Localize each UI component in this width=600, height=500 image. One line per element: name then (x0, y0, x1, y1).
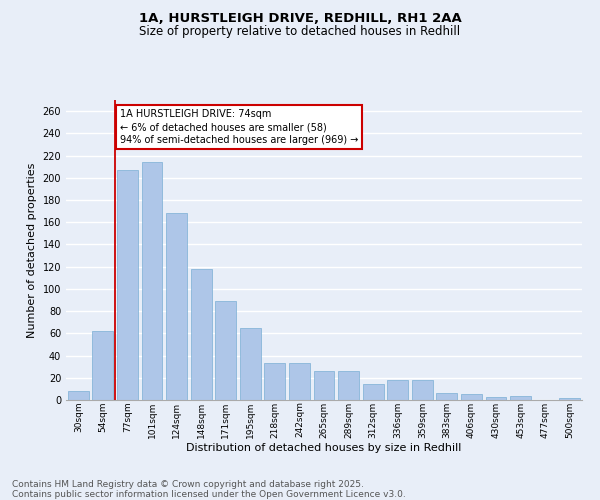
Bar (191, 269, 212, 400)
Y-axis label: Number of detached properties: Number of detached properties (27, 162, 37, 338)
Bar (92, 331, 113, 400)
Bar (142, 162, 163, 400)
Bar (436, 394, 457, 400)
Bar (265, 364, 286, 400)
Bar (362, 384, 383, 400)
X-axis label: Distribution of detached houses by size in Redhill: Distribution of detached houses by size … (187, 444, 461, 454)
Bar (215, 301, 236, 400)
Bar (240, 328, 261, 400)
Bar (166, 214, 187, 400)
Bar (559, 398, 580, 400)
Bar (68, 391, 89, 400)
Bar (412, 380, 433, 400)
Text: Contains HM Land Registry data © Crown copyright and database right 2025.
Contai: Contains HM Land Registry data © Crown c… (12, 480, 406, 499)
Bar (485, 396, 506, 400)
Bar (289, 364, 310, 400)
Text: 1A HURSTLEIGH DRIVE: 74sqm
← 6% of detached houses are smaller (58)
94% of semi-: 1A HURSTLEIGH DRIVE: 74sqm ← 6% of detac… (120, 109, 358, 146)
Bar (314, 371, 334, 400)
Bar (387, 380, 408, 400)
Bar (461, 394, 482, 400)
Text: 1A, HURSTLEIGH DRIVE, REDHILL, RH1 2AA: 1A, HURSTLEIGH DRIVE, REDHILL, RH1 2AA (139, 12, 461, 26)
Bar (510, 396, 531, 400)
Bar (338, 371, 359, 400)
Text: Size of property relative to detached houses in Redhill: Size of property relative to detached ho… (139, 25, 461, 38)
Bar (117, 170, 138, 400)
